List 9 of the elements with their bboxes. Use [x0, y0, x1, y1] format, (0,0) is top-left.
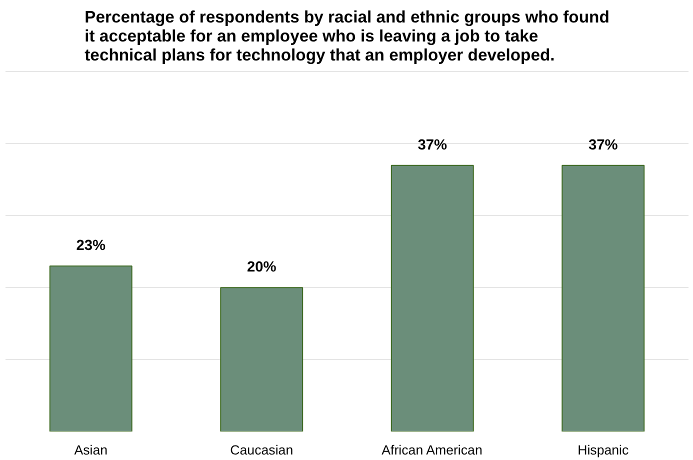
chart-title: Percentage of respondents by racial and ethnic groups who found it acceptable for an employee who is leaving a job to take technical plans for technology that an employer developed. — [84, 8, 610, 64]
data-label: 37% — [588, 137, 618, 154]
data-label: 20% — [246, 260, 276, 276]
data-label: 23% — [76, 238, 106, 254]
x-tick-label: Asian — [74, 442, 108, 458]
data-label: 37% — [418, 137, 448, 154]
x-tick-label: African American — [382, 442, 482, 458]
x-tick-label: Caucasian — [230, 442, 294, 458]
x-tick-label: Hispanic — [578, 442, 630, 458]
